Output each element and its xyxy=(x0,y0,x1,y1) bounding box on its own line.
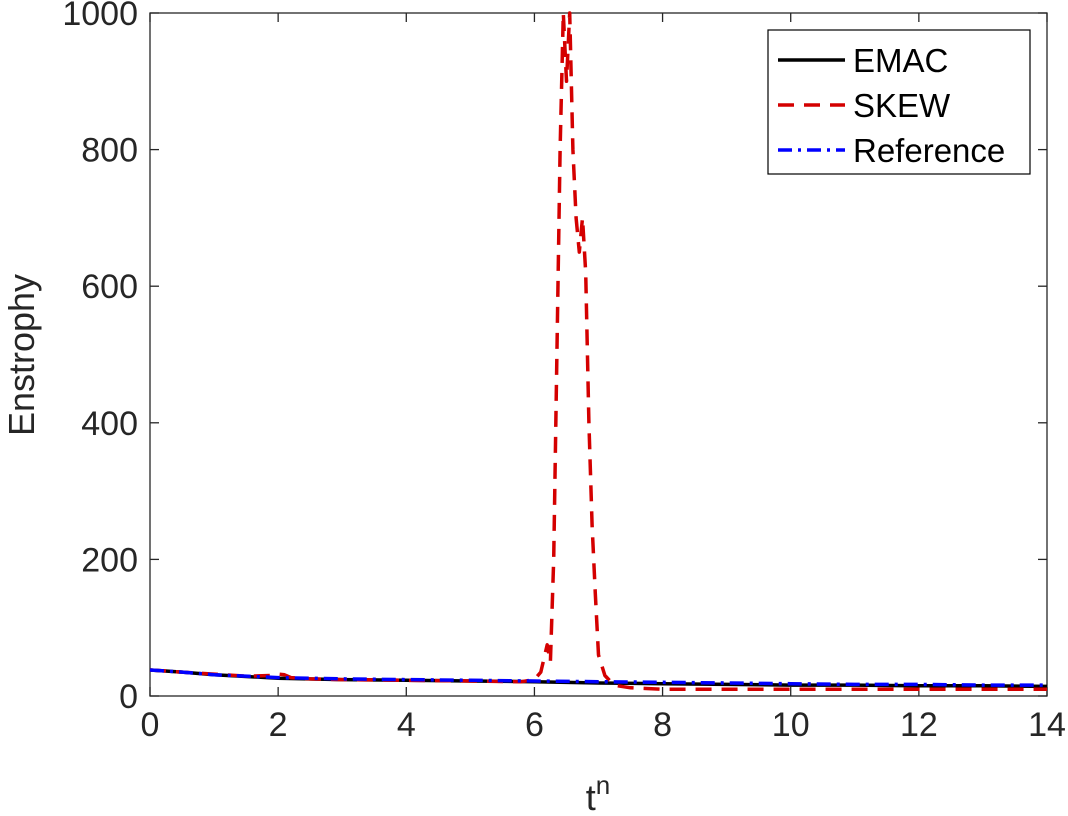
y-tick-label: 200 xyxy=(81,541,138,579)
axis-ticks: 0 2 4 6 8 10 12 14 0 200 400 600 800 1000 xyxy=(62,0,1066,744)
x-axis-label-superscript: n xyxy=(596,770,610,800)
series-skew-line xyxy=(149,11,1047,691)
legend-label-emac: EMAC xyxy=(853,42,948,79)
x-tick-label: 14 xyxy=(1028,706,1066,744)
y-tick-label: 800 xyxy=(81,132,138,170)
series-reference-line xyxy=(149,668,1047,687)
x-tick-label: 12 xyxy=(900,706,938,744)
legend: EMAC SKEW Reference xyxy=(767,29,1031,175)
legend-label-reference: Reference xyxy=(853,132,1005,169)
x-tick-label: 6 xyxy=(525,706,544,744)
x-axis-label-base: t xyxy=(586,777,596,816)
x-axis-label: tn xyxy=(586,770,610,816)
x-tick-label: 8 xyxy=(653,706,672,744)
x-tick-label: 0 xyxy=(141,706,160,744)
y-tick-label: 400 xyxy=(81,405,138,443)
x-tick-label: 4 xyxy=(397,706,416,744)
x-tick-label: 2 xyxy=(269,706,288,744)
x-tick-label: 10 xyxy=(772,706,810,744)
legend-label-skew: SKEW xyxy=(853,87,951,124)
y-tick-label: 600 xyxy=(81,268,138,306)
y-axis-label: Enstrophy xyxy=(1,274,42,436)
series-layer xyxy=(149,11,1048,691)
y-tick-label: 0 xyxy=(119,678,138,716)
y-tick-label: 1000 xyxy=(62,0,138,33)
